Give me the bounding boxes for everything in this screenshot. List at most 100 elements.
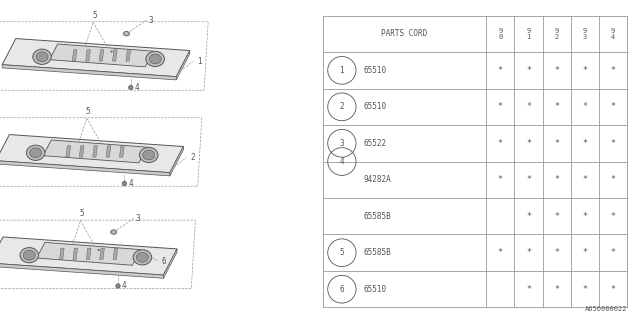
Text: *: *	[582, 285, 588, 294]
Text: 9
4: 9 4	[611, 28, 615, 40]
Ellipse shape	[111, 51, 113, 52]
Text: 2: 2	[190, 153, 195, 162]
Circle shape	[122, 181, 127, 186]
Text: *: *	[582, 248, 588, 257]
Polygon shape	[86, 248, 91, 260]
Polygon shape	[120, 146, 124, 157]
Ellipse shape	[29, 148, 42, 158]
Polygon shape	[66, 146, 70, 157]
Text: 9
0: 9 0	[498, 28, 502, 40]
Text: 6: 6	[161, 257, 166, 266]
Text: 5: 5	[340, 248, 344, 257]
Text: *: *	[611, 175, 616, 184]
Ellipse shape	[36, 52, 48, 62]
Ellipse shape	[143, 150, 155, 160]
Text: 9
2: 9 2	[555, 28, 559, 40]
Text: *: *	[498, 175, 503, 184]
Text: *: *	[498, 66, 503, 75]
Ellipse shape	[140, 147, 158, 163]
Ellipse shape	[149, 54, 161, 64]
Ellipse shape	[146, 51, 164, 67]
Text: 5: 5	[79, 209, 84, 218]
Text: 3: 3	[148, 16, 153, 25]
Polygon shape	[0, 237, 177, 275]
Text: *: *	[582, 175, 588, 184]
Text: 4: 4	[340, 157, 344, 166]
Text: *: *	[611, 66, 616, 75]
Text: *: *	[611, 248, 616, 257]
Polygon shape	[0, 263, 163, 278]
Circle shape	[116, 284, 120, 288]
Text: *: *	[498, 102, 503, 111]
Polygon shape	[113, 50, 117, 61]
Ellipse shape	[124, 31, 129, 36]
Polygon shape	[163, 249, 177, 278]
Polygon shape	[36, 243, 141, 265]
Polygon shape	[0, 161, 170, 176]
Text: 65585B: 65585B	[364, 248, 392, 257]
Text: *: *	[611, 212, 616, 221]
Polygon shape	[170, 147, 184, 176]
Polygon shape	[73, 248, 77, 260]
Polygon shape	[86, 50, 90, 61]
Text: *: *	[554, 285, 559, 294]
Polygon shape	[100, 248, 104, 260]
Ellipse shape	[133, 250, 152, 265]
Text: 4: 4	[122, 281, 127, 291]
Text: *: *	[582, 139, 588, 148]
Polygon shape	[0, 134, 184, 172]
Text: *: *	[554, 102, 559, 111]
Text: 3: 3	[136, 214, 140, 223]
Text: *: *	[582, 66, 588, 75]
Ellipse shape	[23, 250, 35, 260]
Text: *: *	[526, 212, 531, 221]
Ellipse shape	[26, 145, 45, 160]
Text: 9
1: 9 1	[526, 28, 531, 40]
Text: 4: 4	[128, 179, 133, 188]
Text: PARTS CORD: PARTS CORD	[381, 29, 428, 38]
Text: 65510: 65510	[364, 102, 387, 111]
Polygon shape	[49, 44, 154, 67]
Text: *: *	[611, 102, 616, 111]
Text: *: *	[498, 139, 503, 148]
Polygon shape	[79, 146, 84, 157]
Ellipse shape	[33, 49, 51, 64]
Text: *: *	[526, 139, 531, 148]
Text: *: *	[554, 248, 559, 257]
Text: *: *	[554, 175, 559, 184]
Text: *: *	[526, 285, 531, 294]
Text: *: *	[526, 66, 531, 75]
Text: A656000022: A656000022	[585, 306, 627, 312]
Text: 1: 1	[340, 66, 344, 75]
Ellipse shape	[136, 252, 148, 262]
Text: 65510: 65510	[364, 66, 387, 75]
Polygon shape	[60, 248, 64, 260]
Text: *: *	[554, 66, 559, 75]
Polygon shape	[93, 146, 97, 157]
Text: 65522: 65522	[364, 139, 387, 148]
Text: 94282A: 94282A	[364, 175, 392, 184]
Polygon shape	[43, 140, 147, 163]
Text: *: *	[611, 285, 616, 294]
Text: 5: 5	[92, 11, 97, 20]
Polygon shape	[126, 50, 131, 61]
Text: 1: 1	[196, 57, 201, 66]
Polygon shape	[113, 248, 118, 260]
Text: 65510: 65510	[364, 285, 387, 294]
Ellipse shape	[20, 248, 38, 263]
Polygon shape	[72, 50, 77, 61]
Text: 5: 5	[86, 107, 90, 116]
Circle shape	[129, 85, 133, 90]
Ellipse shape	[98, 249, 100, 251]
Text: 3: 3	[340, 139, 344, 148]
Text: *: *	[554, 139, 559, 148]
Text: *: *	[498, 248, 503, 257]
Text: *: *	[526, 175, 531, 184]
Text: 65585B: 65585B	[364, 212, 392, 221]
Text: *: *	[582, 212, 588, 221]
Text: *: *	[611, 139, 616, 148]
Text: 4: 4	[134, 83, 140, 92]
Text: 6: 6	[340, 285, 344, 294]
Polygon shape	[176, 51, 190, 80]
Polygon shape	[99, 50, 104, 61]
